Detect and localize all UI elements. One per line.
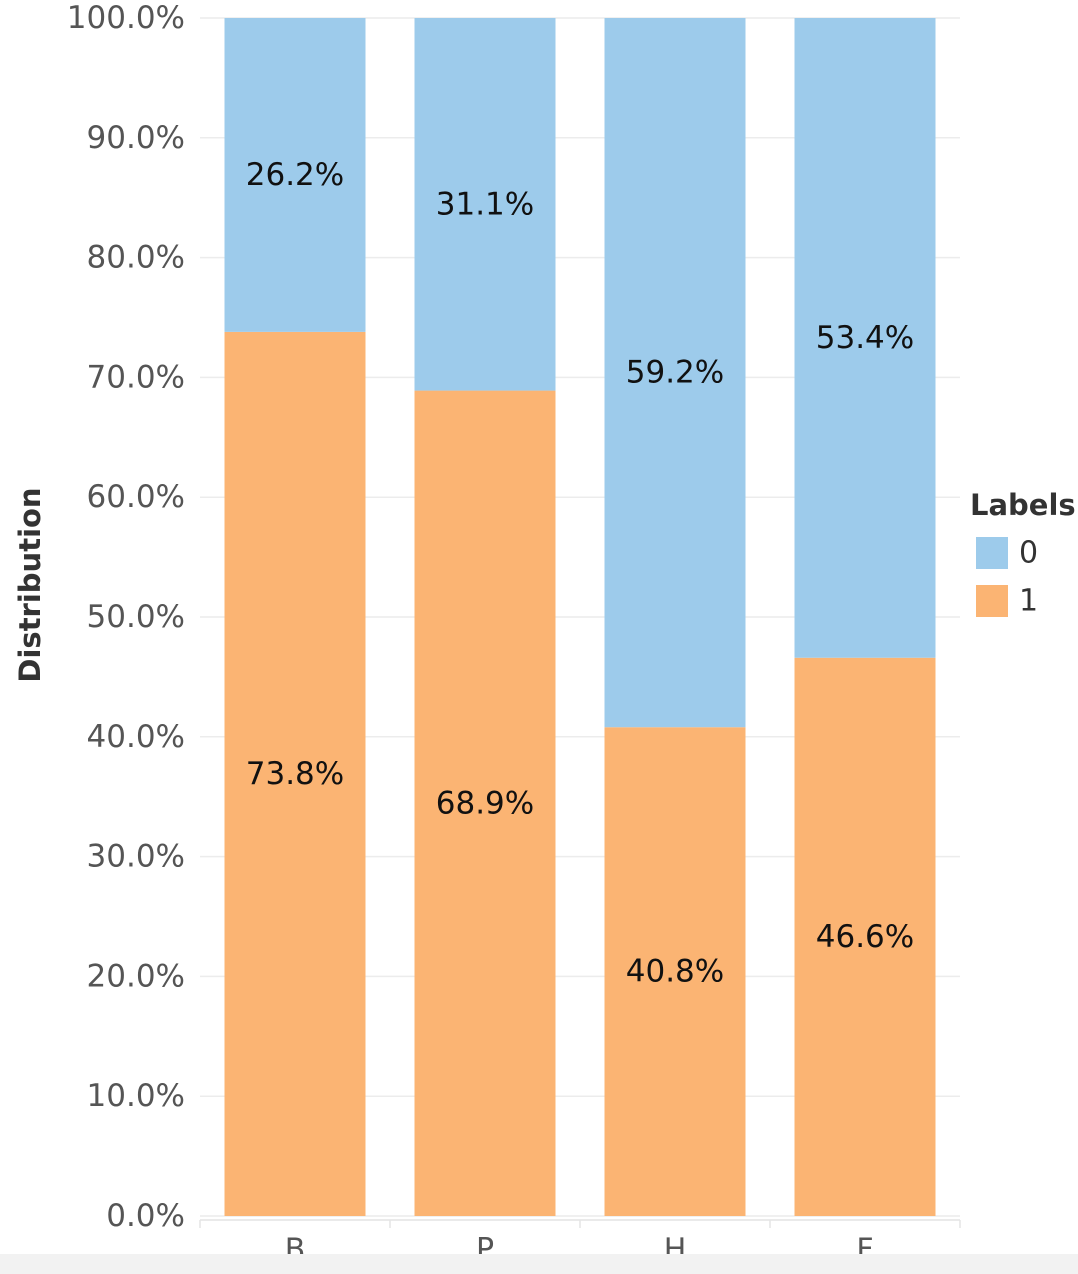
y-tick-label: 40.0% (87, 719, 185, 755)
bar-segment-H-1 (604, 727, 746, 1216)
y-tick-label: 90.0% (87, 120, 185, 156)
y-axis-title: Distribution (13, 487, 47, 682)
legend-swatch-0 (976, 537, 1008, 569)
y-tick-label: 60.0% (87, 479, 185, 515)
bar-segment-B-0 (224, 18, 366, 332)
y-tick-label: 70.0% (87, 359, 185, 395)
y-tick-label: 30.0% (87, 839, 185, 875)
y-tick-label: 80.0% (87, 240, 185, 276)
data-label: 40.8% (626, 954, 724, 990)
bar-segment-F-1 (794, 657, 936, 1216)
y-tick-label: 20.0% (87, 958, 185, 994)
data-label: 46.6% (816, 919, 914, 955)
legend-title: Labels (970, 488, 1076, 522)
data-label: 59.2% (626, 355, 724, 391)
data-label: 26.2% (246, 157, 344, 193)
legend-entry-label: 1 (1019, 584, 1038, 619)
bars: 73.8% 26.2% 68.9% 31.1% 40.8% 59.2% 46.6% 53.4% (224, 18, 936, 1217)
legend-entry-label: 0 (1019, 536, 1038, 571)
y-axis-ticks: 0.0% 10.0% 20.0% 30.0% 40.0% 50.0% 60.0% 70.0% 8… (67, 0, 185, 1234)
bar-segment-P-0 (414, 18, 556, 391)
data-label: 31.1% (436, 186, 534, 222)
y-tick-label: 0.0% (106, 1198, 185, 1234)
y-tick-label: 10.0% (87, 1078, 185, 1114)
y-tick-label: 100.0% (67, 0, 185, 36)
legend-swatch-1 (976, 585, 1008, 617)
bar-segment-P-1 (414, 390, 556, 1216)
y-tick-label: 50.0% (87, 599, 185, 635)
bottom-scroll-strip (0, 1254, 1078, 1274)
data-label: 53.4% (816, 320, 914, 356)
bar-segment-F-0 (794, 18, 936, 658)
legend: Labels 0 1 (970, 488, 1076, 619)
bar-segment-B-1 (224, 331, 366, 1217)
data-label: 68.9% (436, 785, 534, 821)
bar-segment-H-0 (604, 18, 746, 728)
data-label: 73.8% (246, 756, 344, 792)
